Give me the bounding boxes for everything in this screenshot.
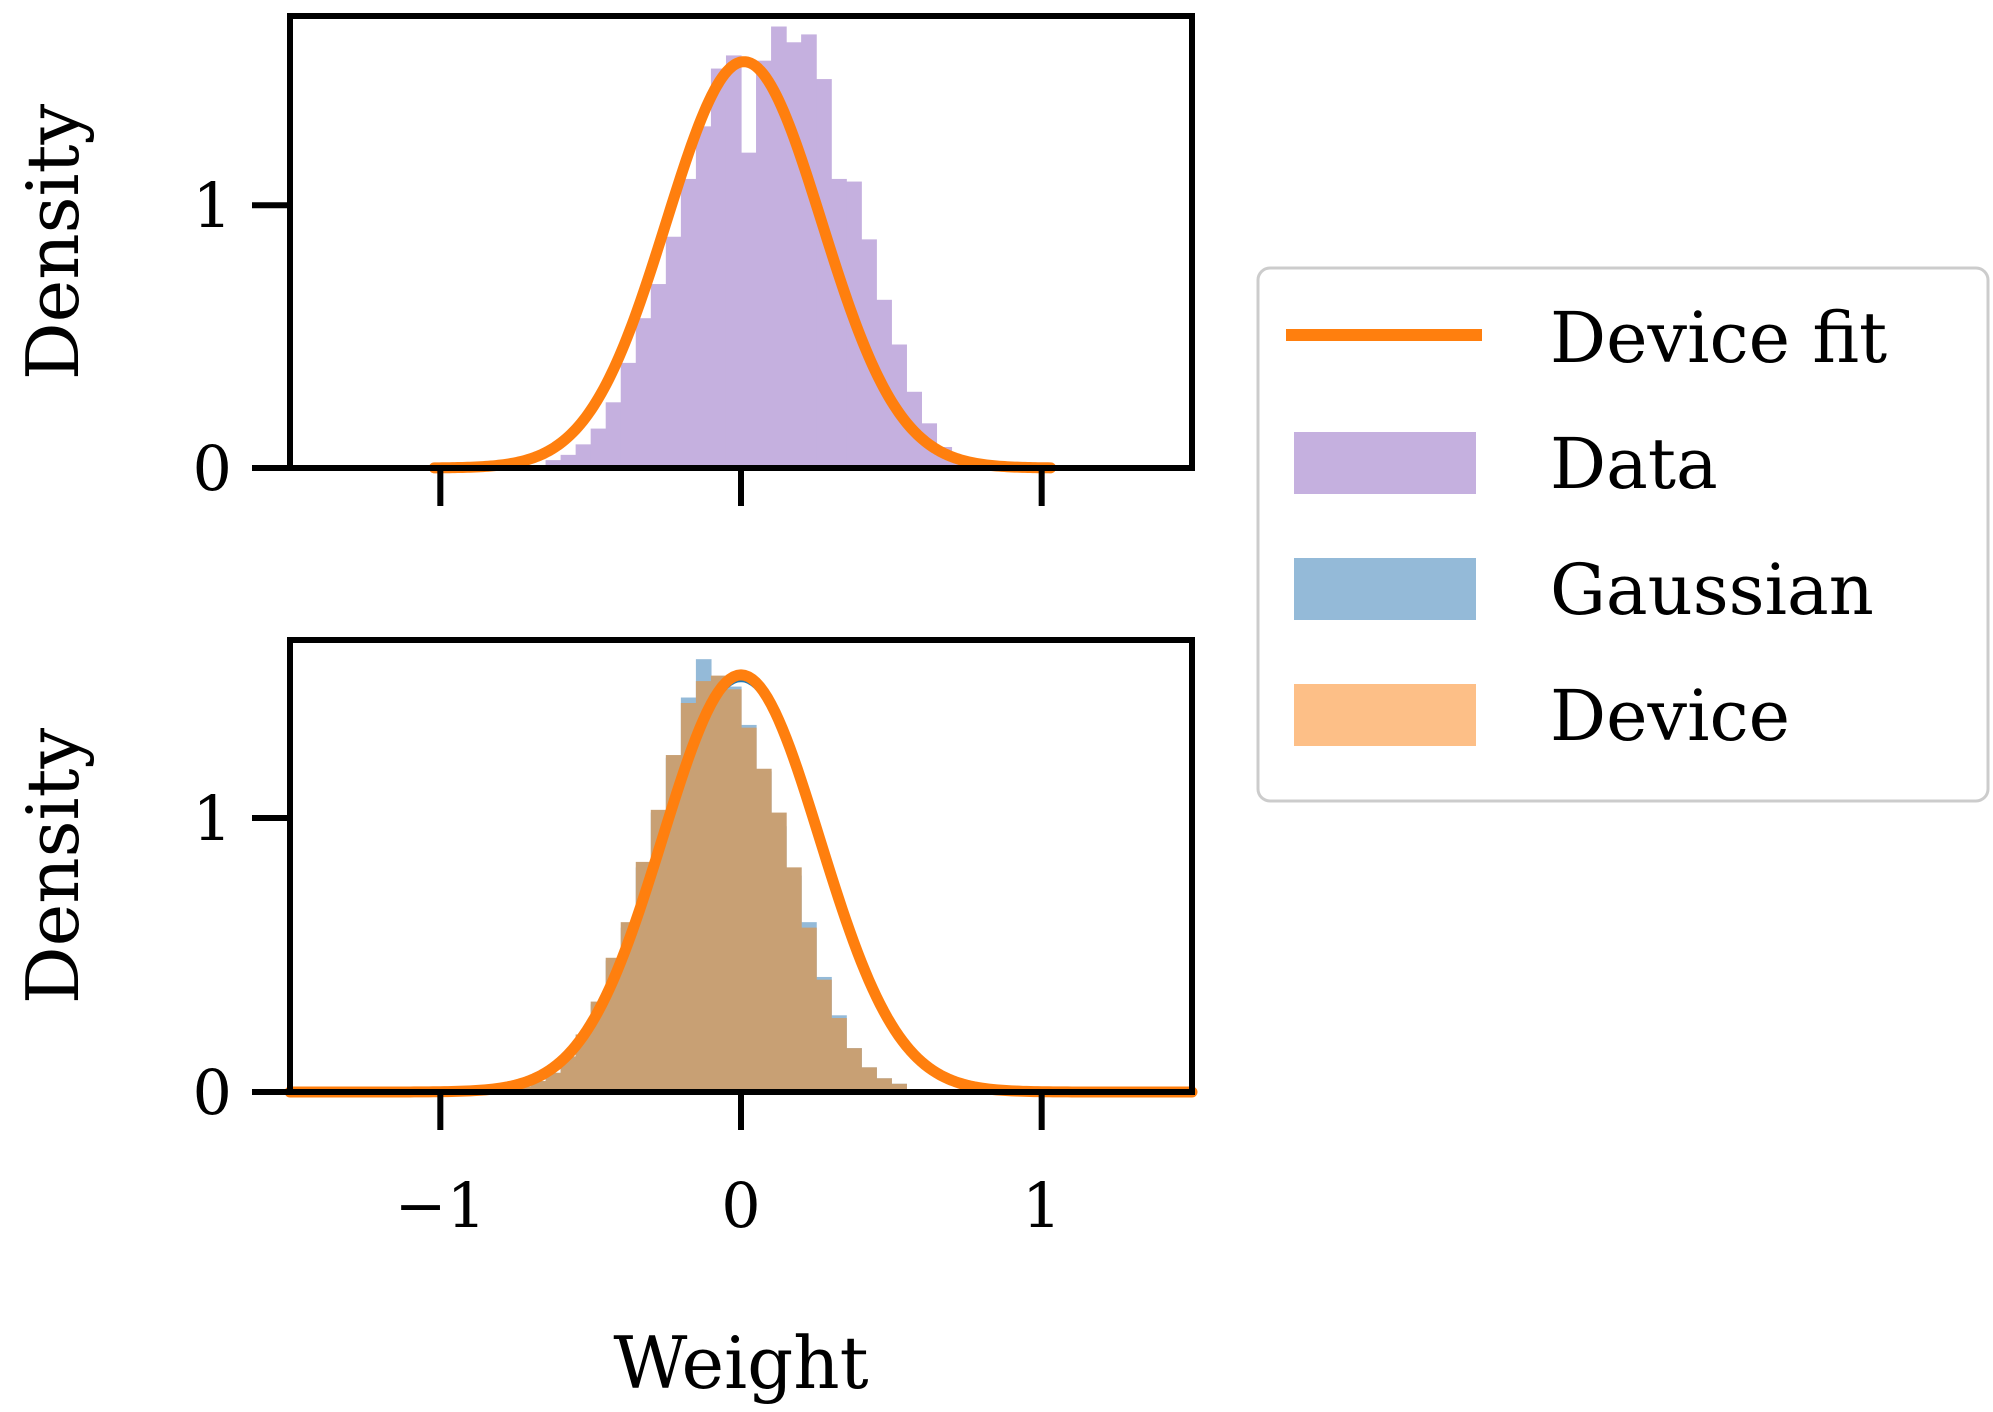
top-hist-bar-data <box>756 60 772 469</box>
x-tick-label: 1 <box>1022 1169 1061 1242</box>
top-hist-bar-data <box>741 152 757 468</box>
bottom-hist-bar-device <box>710 675 727 1092</box>
top-hist-bar-data <box>590 428 607 468</box>
bottom-hist-bar-device <box>695 681 712 1092</box>
top-hist-bar-data <box>575 444 592 468</box>
bottom-histogram <box>515 659 968 1092</box>
top-hist-bar-data <box>650 284 667 468</box>
top-histogram <box>530 26 983 469</box>
bottom-hist-bar-device <box>831 1018 847 1092</box>
bottom-hist-bar-device <box>680 703 697 1092</box>
bottom-hist-bar-device <box>530 1081 547 1092</box>
legend-label-data: Data <box>1550 423 1718 505</box>
bottom-y-ticks: 01 <box>193 782 290 1129</box>
bottom-hist-bar-device <box>771 812 787 1092</box>
legend-swatch-gaussian <box>1294 558 1476 620</box>
legend-swatch-device <box>1294 684 1476 746</box>
top-x-ticks <box>437 468 1045 506</box>
top-y-tick-label: 0 <box>193 432 232 505</box>
bottom-x-ticks: −1 0 1 <box>395 1092 1061 1242</box>
bottom-y-axis-label: Density <box>11 728 95 1005</box>
bottom-hist-bar-device <box>665 755 682 1092</box>
top-hist-bar-data <box>725 55 742 469</box>
top-hist-bar-data <box>665 236 682 468</box>
bottom-hist-bar-device <box>801 927 817 1092</box>
top-hist-bar-data <box>545 460 562 468</box>
bottom-hist-bar-device <box>891 1083 907 1092</box>
top-hist-bar-data <box>801 34 817 469</box>
top-hist-bar-data <box>786 42 802 468</box>
bottom-hist-bar-device <box>545 1072 562 1092</box>
bottom-y-tick-label: 1 <box>193 782 232 855</box>
bottom-hist-bar-device <box>786 867 802 1092</box>
top-hist-bar-data <box>560 454 577 468</box>
bottom-hist-bar-device <box>741 727 757 1092</box>
legend-frame <box>1256 266 1990 803</box>
top-hist-bar-data <box>831 178 847 468</box>
bottom-hist-bar-device <box>816 979 832 1092</box>
bottom-hist-bar-device <box>756 768 772 1092</box>
top-hist-bar-data <box>680 178 697 468</box>
x-tick-label: −1 <box>395 1169 486 1242</box>
top-hist-bar-data <box>605 402 622 468</box>
x-axis-label: Weight <box>613 1321 868 1405</box>
top-y-ticks: 01 <box>193 169 290 505</box>
legend-swatch-data <box>1294 432 1476 494</box>
bottom-y-tick-label: 0 <box>193 1056 232 1129</box>
top-hist-bar-data <box>816 79 832 468</box>
top-panel: 01 Density <box>11 13 1195 506</box>
legend-label-device: Device <box>1550 675 1790 757</box>
top-hist-bar-data <box>771 26 787 468</box>
top-y-axis-label: Density <box>11 104 95 381</box>
top-hist-bar-data <box>635 318 652 468</box>
legend-label-device-fit: Device fit <box>1550 297 1887 379</box>
top-curve-device-fit <box>428 56 1057 474</box>
top-curves <box>428 56 1057 474</box>
top-hist-bar-data <box>620 362 637 468</box>
bottom-hist-bar-device <box>725 689 742 1092</box>
legend-label-gaussian: Gaussian <box>1550 549 1874 631</box>
x-tick-label: 0 <box>721 1169 760 1242</box>
bottom-hist-bar-device <box>846 1048 862 1092</box>
bottom-hist-bar-device <box>861 1067 877 1092</box>
top-y-tick-label: 1 <box>193 169 232 242</box>
bottom-panel: −1 0 1 01 Density Weight <box>11 637 1198 1405</box>
top-hist-bar-data <box>710 68 727 468</box>
bottom-hist-bar-device <box>876 1078 892 1092</box>
legend: Device fit Data Gaussian Device <box>1256 266 1990 803</box>
top-hist-bar-data <box>695 126 712 469</box>
